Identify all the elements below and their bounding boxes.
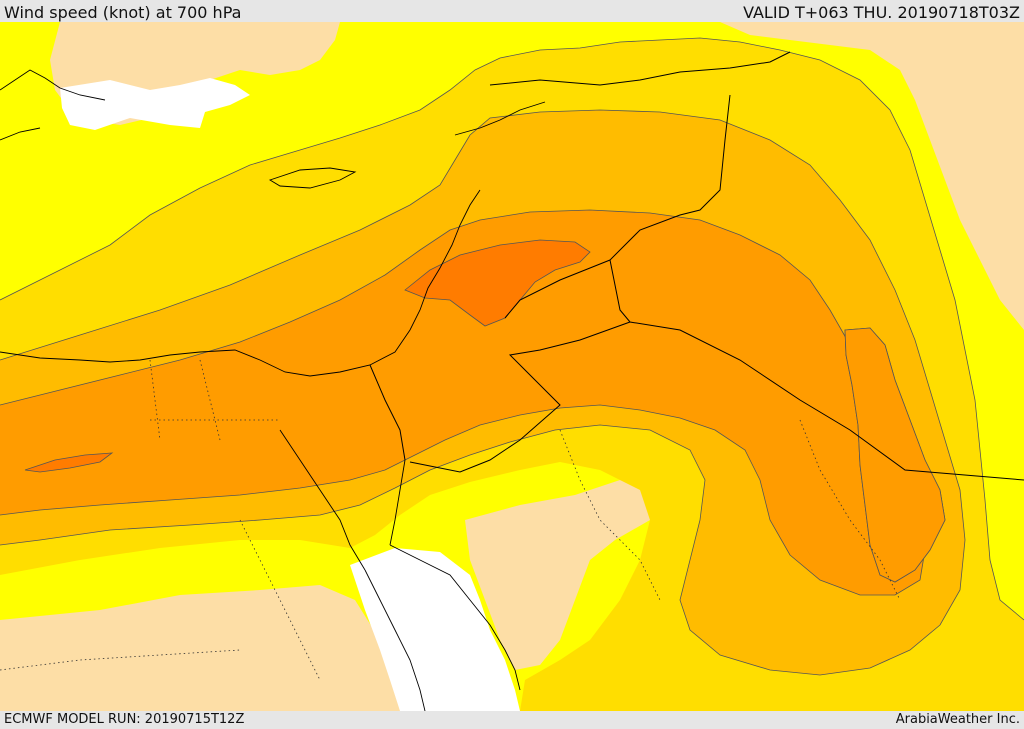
band-orange-east bbox=[844, 327, 946, 583]
valid-time: VALID T+063 THU. 20190718T03Z bbox=[743, 3, 1020, 22]
wind-speed-map bbox=[0, 22, 1024, 711]
band-tan-egypt-south bbox=[0, 585, 410, 711]
admin-boundaries bbox=[0, 359, 901, 681]
band-deep-orange-west bbox=[25, 453, 112, 472]
band-orange bbox=[0, 210, 925, 595]
coastlines bbox=[0, 69, 546, 711]
chart-title: Wind speed (knot) at 700 hPa bbox=[4, 3, 242, 22]
band-white-red-sea bbox=[350, 548, 520, 711]
footer-bar: ECMWF MODEL RUN: 20190715T12Z ArabiaWeat… bbox=[0, 711, 1024, 729]
header-bar: Wind speed (knot) at 700 hPa VALID T+063… bbox=[0, 0, 1024, 22]
band-tan-north-east bbox=[720, 22, 1024, 330]
band-white-turkey bbox=[60, 78, 250, 130]
map-area bbox=[0, 22, 1024, 711]
band-deep-orange-levant bbox=[405, 240, 590, 326]
borders bbox=[369, 51, 1024, 481]
credit-text: ArabiaWeather Inc. bbox=[895, 712, 1020, 727]
model-run: ECMWF MODEL RUN: 20190715T12Z bbox=[4, 712, 245, 727]
